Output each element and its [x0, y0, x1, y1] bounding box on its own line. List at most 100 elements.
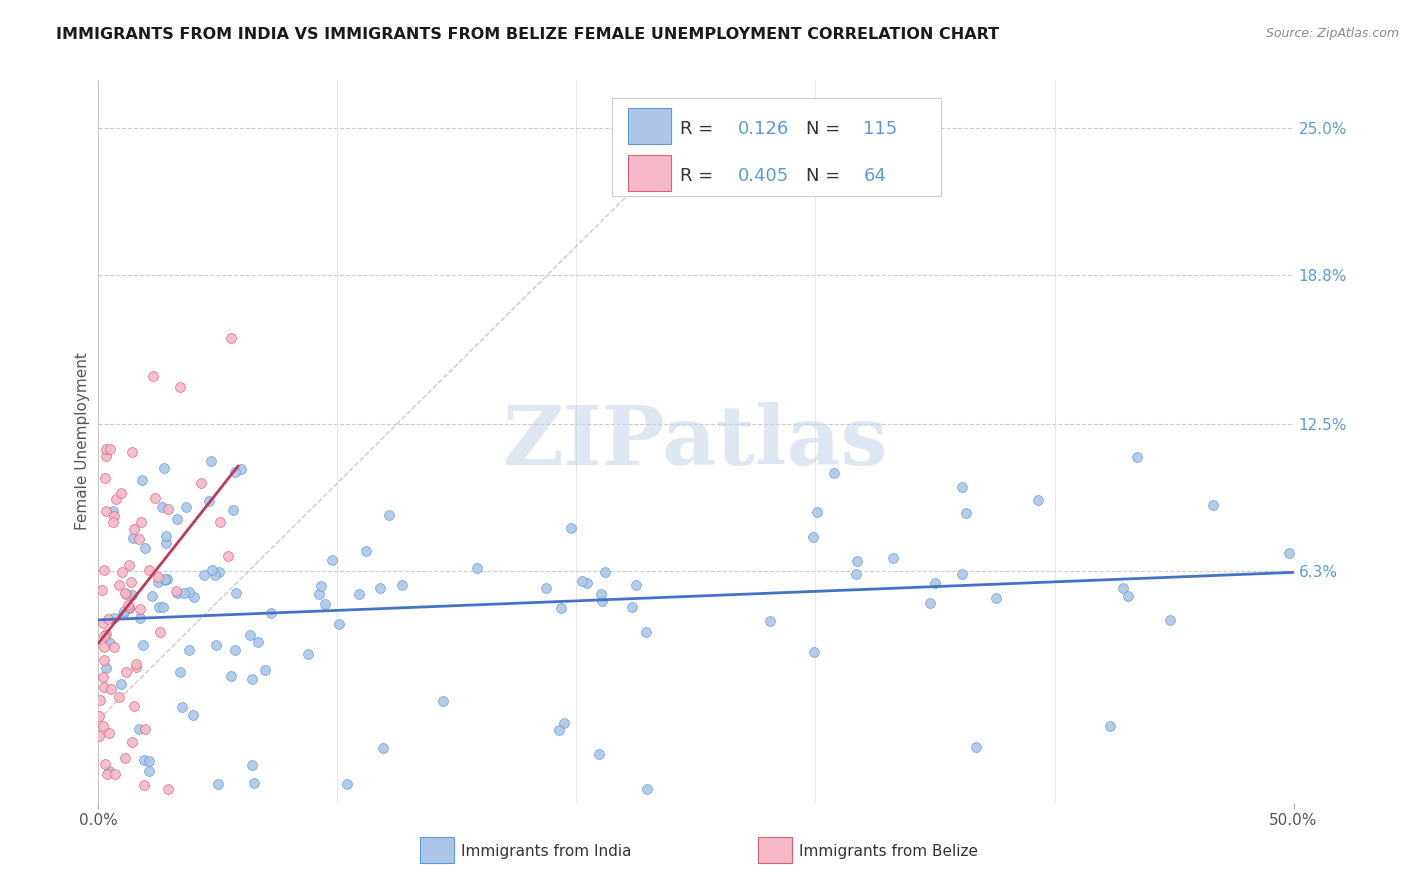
Text: Immigrants from Belize: Immigrants from Belize: [799, 845, 977, 859]
Point: [134, 722, 156, 736]
Point: [588, 747, 610, 761]
Point: [96, 627, 118, 641]
Point: [101, 515, 124, 529]
Point: [589, 587, 612, 601]
Point: [950, 567, 973, 582]
Point: [110, 486, 132, 500]
Point: [1159, 614, 1181, 628]
Point: [122, 522, 145, 536]
Point: [846, 554, 869, 568]
Point: [128, 533, 150, 547]
Text: Source: ZipAtlas.com: Source: ZipAtlas.com: [1265, 27, 1399, 40]
Point: [146, 575, 169, 590]
Point: [103, 611, 125, 625]
Point: [550, 600, 572, 615]
Point: [219, 669, 242, 683]
Point: [1202, 498, 1225, 512]
Point: [101, 504, 124, 518]
Point: [169, 380, 191, 394]
Point: [950, 480, 973, 494]
Point: [97, 612, 120, 626]
Point: [93, 563, 115, 577]
Point: [97, 726, 120, 740]
Point: [253, 663, 276, 677]
Point: [239, 628, 262, 642]
Point: [94, 757, 117, 772]
Point: [129, 515, 152, 529]
Point: [166, 585, 188, 599]
Text: R =: R =: [681, 168, 720, 186]
Point: [142, 369, 165, 384]
Point: [801, 530, 824, 544]
Point: [111, 607, 134, 622]
Point: [328, 616, 350, 631]
Point: [146, 570, 169, 584]
Point: [103, 509, 125, 524]
Point: [155, 528, 177, 542]
Text: 115: 115: [863, 120, 897, 138]
FancyBboxPatch shape: [628, 155, 671, 191]
Point: [179, 584, 201, 599]
Point: [91, 583, 114, 598]
Point: [1026, 493, 1049, 508]
Point: [114, 665, 136, 680]
Point: [138, 764, 160, 778]
Point: [242, 672, 264, 686]
Point: [308, 587, 330, 601]
Point: [170, 700, 193, 714]
Point: [370, 582, 392, 596]
Y-axis label: Female Unemployment: Female Unemployment: [75, 352, 90, 531]
Point: [124, 660, 146, 674]
Point: [636, 782, 658, 797]
Point: [152, 600, 174, 615]
Point: [378, 508, 401, 522]
Point: [620, 600, 643, 615]
Point: [134, 541, 156, 556]
Point: [157, 501, 180, 516]
Point: [221, 502, 243, 516]
Point: [347, 587, 370, 601]
Text: 64: 64: [863, 168, 886, 186]
Text: 0.126: 0.126: [738, 120, 789, 138]
Point: [87, 709, 110, 723]
Point: [553, 716, 575, 731]
Point: [117, 598, 139, 612]
Point: [87, 730, 110, 744]
Text: N =: N =: [806, 120, 846, 138]
Point: [217, 549, 239, 563]
Point: [121, 735, 143, 749]
Point: [806, 505, 828, 519]
Text: ZIPatlas: ZIPatlas: [503, 401, 889, 482]
Point: [121, 588, 143, 602]
Point: [138, 754, 160, 768]
Point: [759, 615, 782, 629]
Point: [125, 657, 148, 672]
Point: [173, 586, 195, 600]
Text: IMMIGRANTS FROM INDIA VS IMMIGRANTS FROM BELIZE FEMALE UNEMPLOYMENT CORRELATION : IMMIGRANTS FROM INDIA VS IMMIGRANTS FROM…: [56, 27, 1000, 42]
Text: R =: R =: [681, 120, 720, 138]
Point: [593, 565, 616, 579]
Point: [91, 615, 114, 630]
Point: [148, 599, 170, 614]
Point: [576, 575, 599, 590]
Point: [1112, 581, 1135, 595]
Point: [166, 512, 188, 526]
Point: [149, 624, 172, 639]
Point: [803, 645, 825, 659]
Point: [201, 563, 224, 577]
Point: [1277, 546, 1299, 560]
Point: [122, 532, 145, 546]
Text: N =: N =: [806, 168, 846, 186]
Point: [177, 643, 200, 657]
Point: [336, 777, 359, 791]
Point: [110, 677, 132, 691]
Point: [224, 642, 246, 657]
Point: [138, 563, 160, 577]
Point: [465, 561, 488, 575]
Point: [89, 692, 111, 706]
Point: [118, 601, 141, 615]
Point: [153, 572, 176, 586]
Point: [391, 577, 413, 591]
Point: [94, 661, 117, 675]
Point: [534, 582, 557, 596]
